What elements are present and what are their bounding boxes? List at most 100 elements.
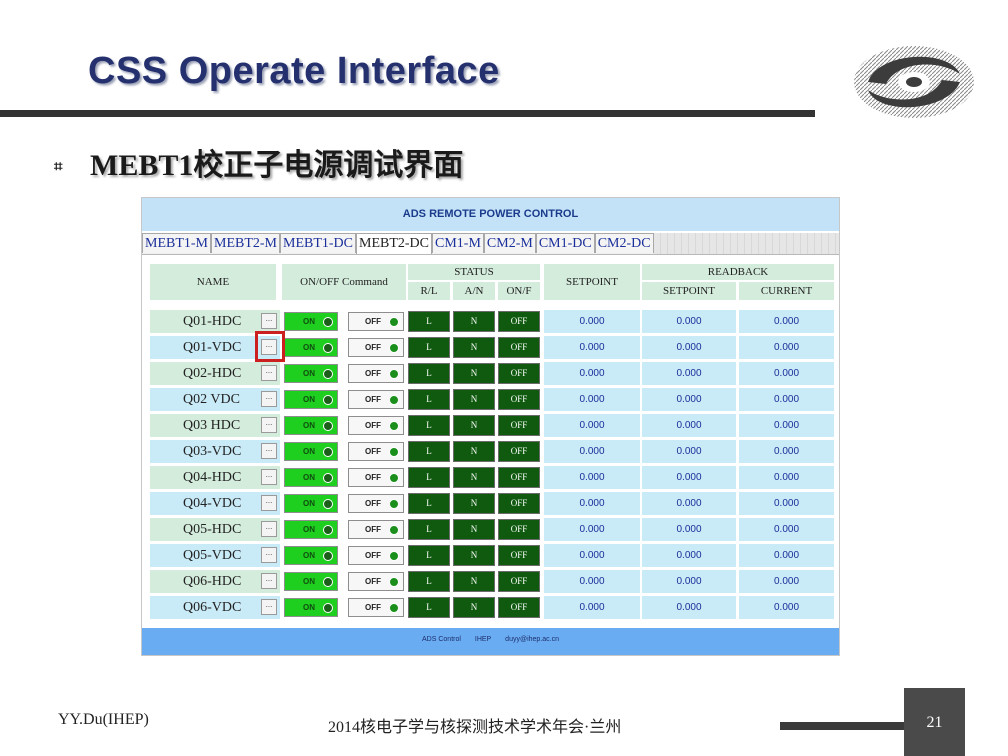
tab-mebt1-m[interactable]: MEBT1-M	[142, 233, 211, 253]
status-remote-local: L	[408, 441, 450, 462]
on-command-button[interactable]: ON	[284, 416, 338, 435]
on-command-button[interactable]: ON	[284, 390, 338, 409]
tab-bar-filler	[653, 233, 839, 254]
setpoint-value[interactable]: 0.000	[544, 466, 640, 489]
detail-button[interactable]: ...	[261, 365, 277, 381]
off-label: OFF	[365, 577, 381, 586]
setpoint-value[interactable]: 0.000	[544, 414, 640, 437]
led-indicator-icon	[389, 395, 399, 405]
readback-current-value: 0.000	[739, 414, 834, 437]
detail-button[interactable]: ...	[261, 417, 277, 433]
led-indicator-icon	[389, 525, 399, 535]
off-command-button[interactable]: OFF	[348, 390, 404, 409]
led-indicator-icon	[323, 317, 333, 327]
detail-button[interactable]: ...	[261, 547, 277, 563]
status-analog-normal: N	[453, 389, 495, 410]
led-indicator-icon	[389, 447, 399, 457]
on-label: ON	[303, 395, 315, 404]
page-number-box: 21	[904, 688, 965, 756]
tab-cm1-m[interactable]: CM1-M	[432, 233, 484, 253]
detail-button[interactable]: ...	[261, 469, 277, 485]
setpoint-value[interactable]: 0.000	[544, 596, 640, 619]
detail-button[interactable]: ...	[261, 443, 277, 459]
on-command-button[interactable]: ON	[284, 494, 338, 513]
setpoint-value[interactable]: 0.000	[544, 310, 640, 333]
setpoint-value[interactable]: 0.000	[544, 440, 640, 463]
detail-button[interactable]: ...	[261, 391, 277, 407]
tab-cm2-m[interactable]: CM2-M	[483, 233, 536, 253]
off-command-button[interactable]: OFF	[348, 598, 404, 617]
setpoint-value[interactable]: 0.000	[544, 362, 640, 385]
readback-current-value: 0.000	[739, 596, 834, 619]
setpoint-value[interactable]: 0.000	[544, 336, 640, 359]
detail-button[interactable]: ...	[261, 313, 277, 329]
page-number: 21	[926, 714, 943, 731]
header-name: NAME	[150, 264, 276, 300]
readback-current-value: 0.000	[739, 440, 834, 463]
readback-current-value: 0.000	[739, 466, 834, 489]
off-command-button[interactable]: OFF	[348, 494, 404, 513]
off-command-button[interactable]: OFF	[348, 546, 404, 565]
led-indicator-icon	[389, 369, 399, 379]
footer-text: ADS Control IHEP duyy@ihep.ac.cn	[142, 636, 839, 643]
status-remote-local: L	[408, 363, 450, 384]
on-command-button[interactable]: ON	[284, 468, 338, 487]
detail-button[interactable]: ...	[261, 495, 277, 511]
footer-email[interactable]: duyy@ihep.ac.cn	[505, 636, 559, 643]
readback-current-value: 0.000	[739, 310, 834, 333]
on-command-button[interactable]: ON	[284, 598, 338, 617]
led-indicator-icon	[323, 395, 333, 405]
tab-mebt1-dc[interactable]: MEBT1-DC	[280, 233, 356, 253]
on-command-button[interactable]: ON	[284, 364, 338, 383]
off-command-button[interactable]: OFF	[348, 312, 404, 331]
on-label: ON	[303, 525, 315, 534]
on-command-button[interactable]: ON	[284, 338, 338, 357]
off-label: OFF	[365, 447, 381, 456]
on-command-button[interactable]: ON	[284, 546, 338, 565]
setpoint-value[interactable]: 0.000	[544, 518, 640, 541]
setpoint-value[interactable]: 0.000	[544, 544, 640, 567]
off-command-button[interactable]: OFF	[348, 442, 404, 461]
tab-cm2-dc[interactable]: CM2-DC	[594, 233, 654, 253]
detail-button[interactable]: ...	[261, 599, 277, 615]
off-command-button[interactable]: OFF	[348, 520, 404, 539]
on-command-button[interactable]: ON	[284, 572, 338, 591]
readback-setpoint-value: 0.000	[642, 570, 736, 593]
setpoint-value[interactable]: 0.000	[544, 492, 640, 515]
tab-mebt2-dc[interactable]: MEBT2-DC	[356, 233, 432, 254]
readback-setpoint-value: 0.000	[642, 466, 736, 489]
readback-setpoint-value: 0.000	[642, 310, 736, 333]
detail-button[interactable]: ...	[261, 339, 277, 355]
led-indicator-icon	[323, 577, 333, 587]
detail-button[interactable]: ...	[261, 521, 277, 537]
setpoint-value[interactable]: 0.000	[544, 388, 640, 411]
tab-cm1-dc[interactable]: CM1-DC	[535, 233, 595, 253]
off-command-button[interactable]: OFF	[348, 572, 404, 591]
device-name: Q06-VDC	[150, 596, 280, 619]
on-command-button[interactable]: ON	[284, 442, 338, 461]
tab-mebt2-m[interactable]: MEBT2-M	[211, 233, 280, 253]
status-on-off: OFF	[498, 467, 540, 488]
led-indicator-icon	[323, 473, 333, 483]
detail-button[interactable]: ...	[261, 573, 277, 589]
led-indicator-icon	[323, 343, 333, 353]
off-command-button[interactable]: OFF	[348, 364, 404, 383]
off-command-button[interactable]: OFF	[348, 468, 404, 487]
led-indicator-icon	[323, 369, 333, 379]
on-label: ON	[303, 551, 315, 560]
off-command-button[interactable]: OFF	[348, 416, 404, 435]
readback-setpoint-value: 0.000	[642, 362, 736, 385]
on-command-button[interactable]: ON	[284, 520, 338, 539]
app-footer: ADS Control IHEP duyy@ihep.ac.cn	[142, 628, 839, 655]
off-label: OFF	[365, 317, 381, 326]
status-analog-normal: N	[453, 597, 495, 618]
slide-title: CSS Operate Interface	[88, 50, 500, 92]
on-command-button[interactable]: ON	[284, 312, 338, 331]
readback-setpoint-value: 0.000	[642, 544, 736, 567]
readback-setpoint-value: 0.000	[642, 596, 736, 619]
on-label: ON	[303, 473, 315, 482]
setpoint-value[interactable]: 0.000	[544, 570, 640, 593]
off-command-button[interactable]: OFF	[348, 338, 404, 357]
status-on-off: OFF	[498, 363, 540, 384]
header-readback-setpoint: SETPOINT	[642, 282, 736, 300]
